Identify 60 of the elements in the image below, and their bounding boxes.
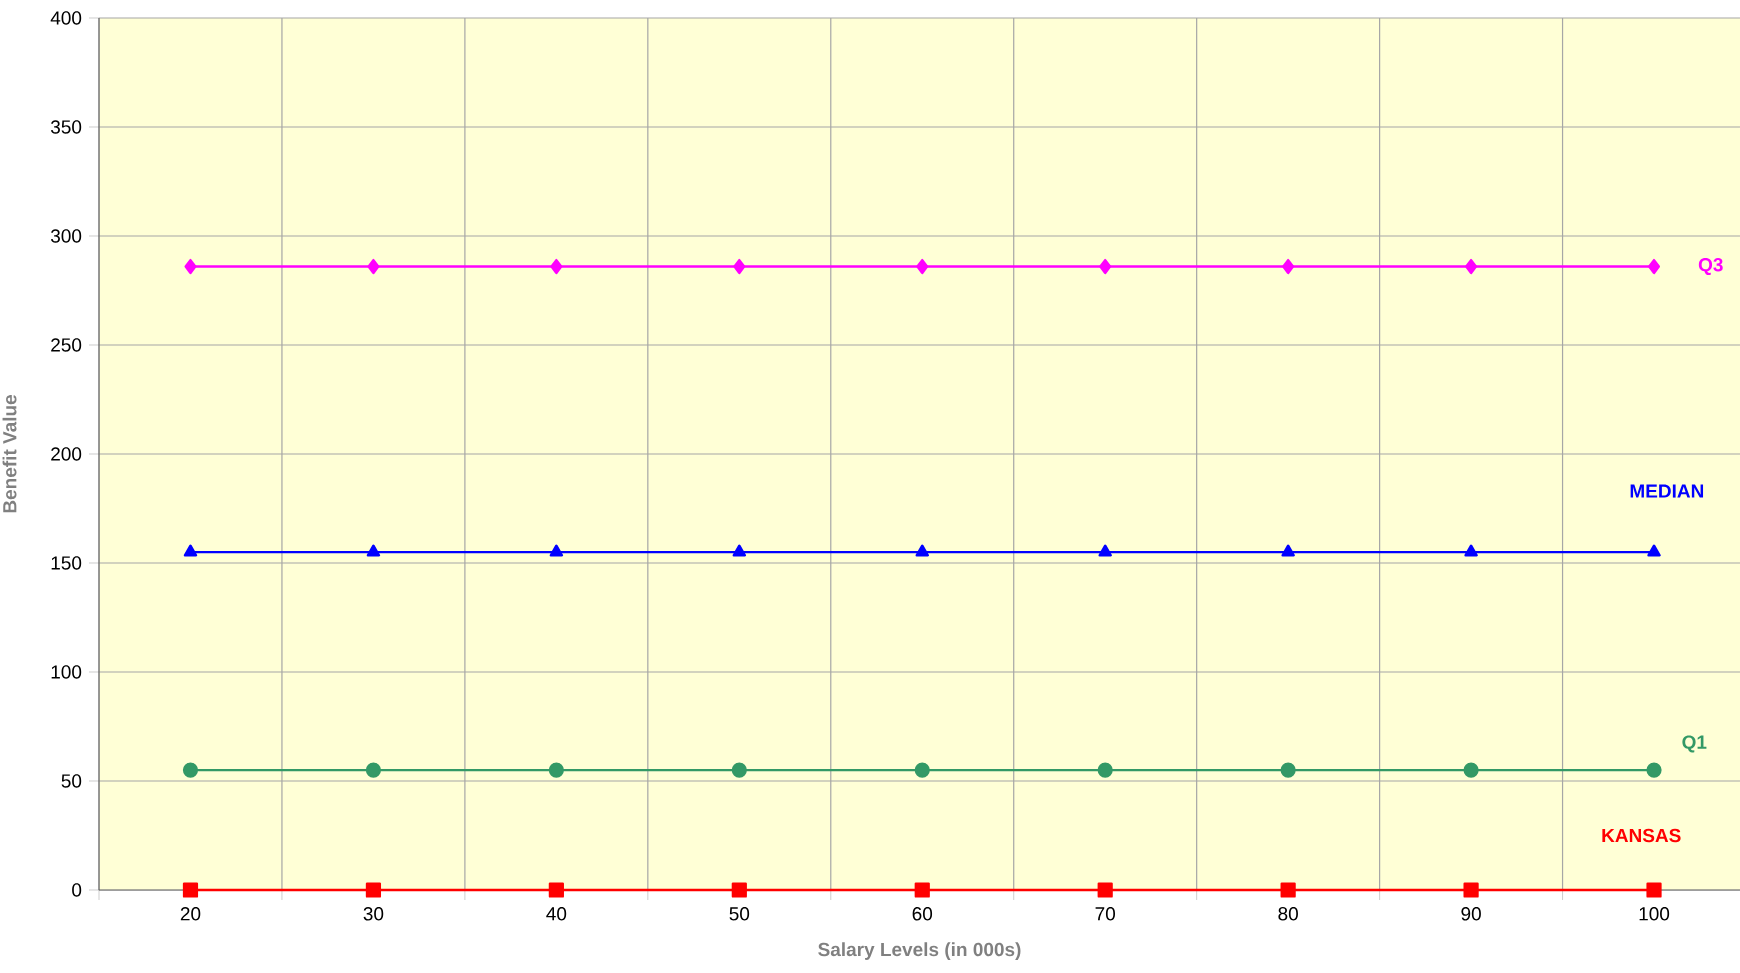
point: [1282, 258, 1295, 275]
point: [365, 882, 382, 898]
y-tick-label: 300: [50, 229, 82, 243]
point: [731, 762, 747, 778]
point: [1099, 258, 1112, 275]
point: [731, 882, 747, 898]
point: [550, 258, 563, 275]
point: [1280, 762, 1296, 778]
y-axis-title: Benefit Value: [2, 394, 17, 513]
x-tick-label: 40: [546, 907, 567, 921]
point: [732, 544, 747, 557]
x-tick-label: 90: [1461, 907, 1481, 921]
point: [1463, 882, 1479, 898]
point: [914, 762, 930, 778]
point: [1647, 544, 1661, 557]
point: [1097, 762, 1113, 778]
point: [367, 258, 380, 275]
point: [1646, 882, 1662, 898]
x-tick-label: 60: [912, 907, 933, 921]
point: [1281, 544, 1295, 557]
point: [548, 882, 564, 898]
point: [1463, 762, 1479, 778]
y-tick-label: 150: [51, 556, 82, 570]
point: [1648, 258, 1661, 275]
x-tick-label: 100: [1639, 907, 1670, 921]
text: Q3: [1698, 258, 1723, 275]
text: MEDIAN: [1630, 484, 1704, 498]
x-axis-title: Salary Levels (in 000s): [818, 942, 1021, 960]
point: [1098, 544, 1112, 557]
y-tick-label: 100: [51, 665, 82, 679]
point: [184, 258, 197, 275]
point: [1646, 762, 1662, 778]
series-label: Q1: [1682, 735, 1707, 753]
x-tick-label: 30: [363, 907, 384, 921]
y-tick-label: 200: [51, 447, 82, 461]
point: [366, 544, 381, 557]
point: [1465, 258, 1478, 275]
x-tick-label: 20: [180, 907, 201, 921]
point: [182, 762, 199, 778]
point: [915, 544, 929, 557]
point: [1097, 882, 1113, 898]
point: [914, 882, 930, 898]
point: [916, 258, 929, 275]
point: [1464, 544, 1478, 557]
point: [182, 882, 199, 898]
y-tick-label: 400: [50, 11, 82, 25]
point: [365, 762, 382, 778]
x-tick-label: 50: [729, 907, 750, 921]
point: [548, 762, 564, 778]
y-tick-label: 350: [50, 120, 82, 134]
y-tick-label: 0: [72, 883, 82, 897]
point: [183, 544, 198, 557]
point: [549, 544, 564, 557]
y-tick-label: 250: [51, 338, 82, 352]
point: [1280, 882, 1296, 898]
x-tick-label: 70: [1095, 907, 1116, 921]
text: KANSAS: [1602, 828, 1681, 843]
point: [733, 258, 746, 275]
x-tick-label: 80: [1278, 907, 1298, 921]
y-tick-label: 50: [61, 774, 82, 788]
